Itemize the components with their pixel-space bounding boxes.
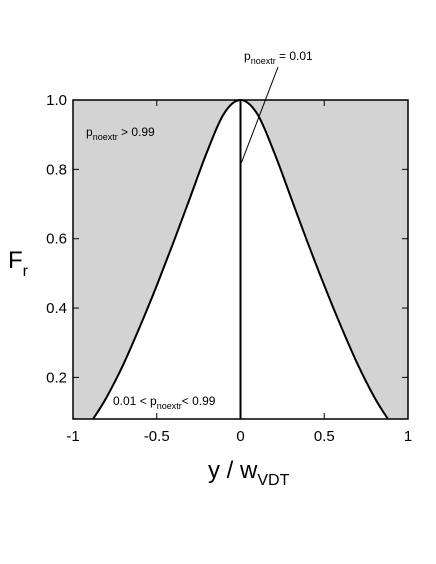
y-axis-label: Fr	[8, 247, 29, 280]
x-axis-label-sub: VDT	[257, 472, 289, 489]
y-axis-label-main: F	[8, 247, 23, 274]
annotation-top: pnoextr = 0.01	[244, 49, 313, 66]
y-tick-label: 0.4	[46, 300, 67, 317]
annotation-inside-rest: < 0.99	[182, 394, 216, 408]
annotation-outside-p: p	[86, 125, 93, 139]
x-tick-label: 1	[404, 428, 412, 445]
y-tick-label: 1.0	[46, 92, 67, 109]
y-tick-label: 0.6	[46, 231, 67, 248]
y-tick-label: 0.2	[46, 369, 67, 386]
y-tick-label: 0.8	[46, 161, 67, 178]
annotation-top-sub: noextr	[251, 56, 276, 66]
x-axis-label: y / wVDT	[208, 457, 290, 489]
y-axis-label-sub: r	[23, 263, 29, 280]
annotation-outside-sub: noextr	[93, 132, 118, 142]
annotation-inside-pre: 0.01 < p	[113, 394, 157, 408]
annotation-leader-line	[241, 66, 279, 163]
annotation-inside-sub: noextr	[157, 401, 182, 411]
annotation-inside: 0.01 < pnoextr< 0.99	[113, 394, 216, 411]
annotation-top-rest: = 0.01	[276, 49, 313, 63]
x-axis-label-main: y / w	[208, 457, 258, 484]
annotation-outside-rest: > 0.99	[118, 125, 155, 139]
y-axis-ticks: 0.2 0.4 0.6 0.8 1.0	[46, 92, 408, 386]
x-tick-label: -0.5	[144, 428, 170, 445]
x-tick-label: 0	[236, 428, 244, 445]
x-axis-ticks: -1 -0.5 0 0.5 1	[66, 100, 412, 445]
annotation-outside: pnoextr > 0.99	[86, 125, 155, 142]
x-tick-label: -1	[66, 428, 79, 445]
x-tick-label: 0.5	[314, 428, 335, 445]
annotation-top-p: p	[244, 49, 251, 63]
